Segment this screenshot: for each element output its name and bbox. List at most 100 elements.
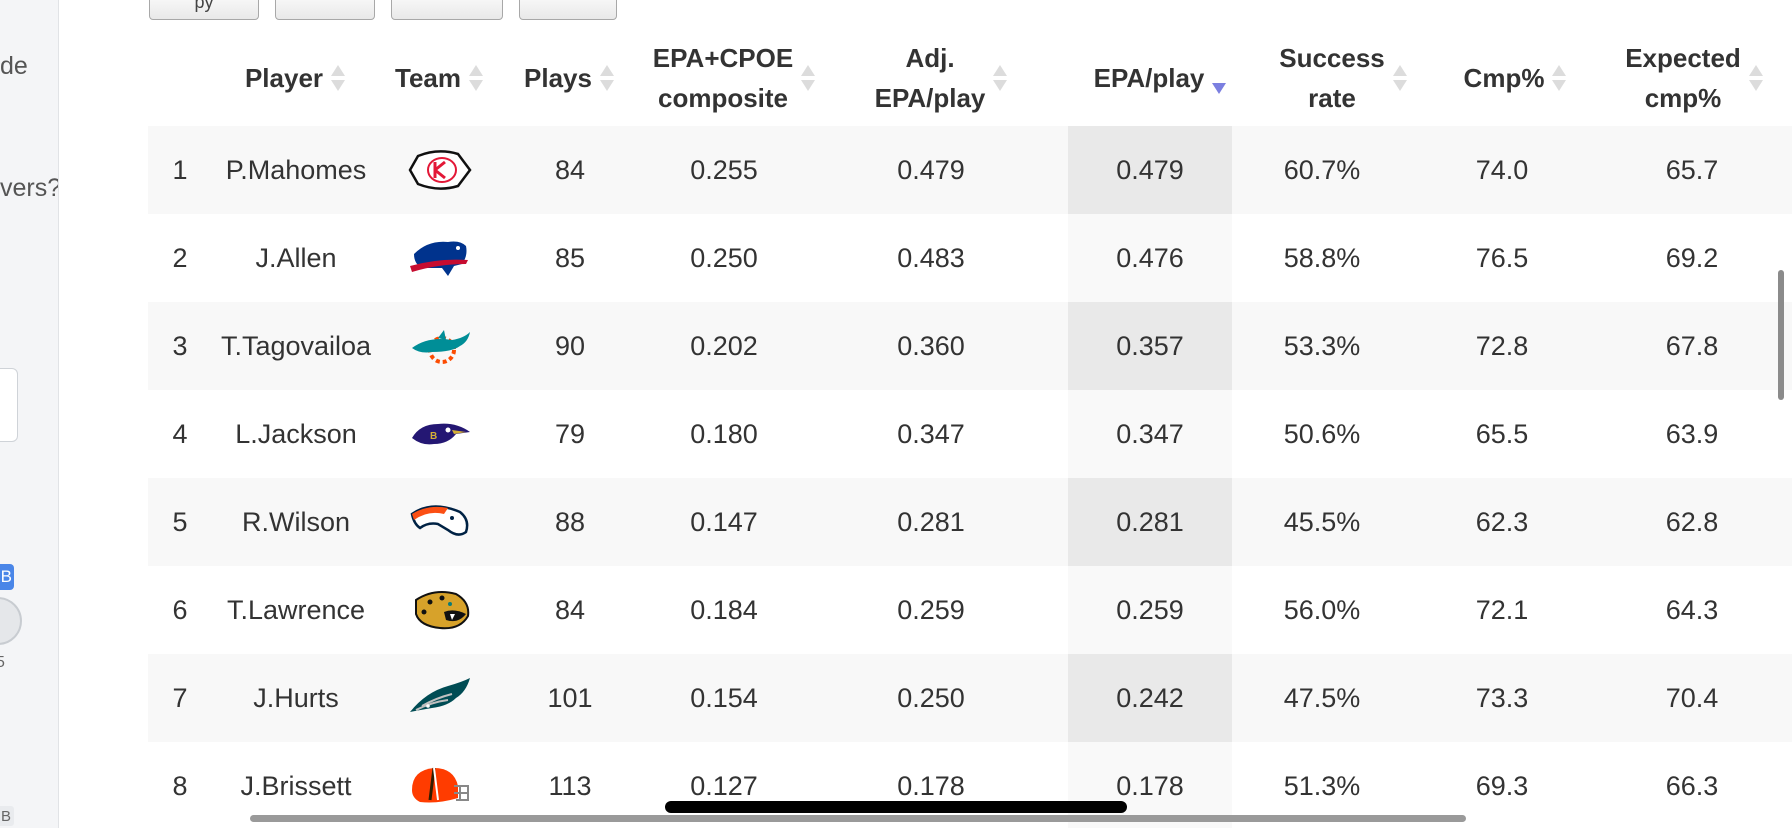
header-plays-label: Plays — [524, 63, 592, 93]
header-epa-play[interactable]: EPA/play — [1068, 30, 1254, 126]
epa-play-cell: 0.242 — [1068, 654, 1232, 742]
sort-descending-icon — [1210, 63, 1228, 94]
chiefs-logo-icon — [408, 148, 472, 192]
header-success-rate[interactable]: Success rate — [1254, 30, 1434, 126]
epa-play-cell: 0.259 — [1068, 566, 1232, 654]
table-row[interactable]: 6 T.Lawrence 84 0.184 0.259 0.259 56.0% 72.1 64.… — [148, 566, 1792, 655]
table-row[interactable]: 2 J.Allen 85 0.250 0.483 0.476 58.8% 76.5 69.2 — [148, 214, 1792, 303]
cmp-cell: 69.3 — [1475, 770, 1529, 801]
header-team[interactable]: Team — [380, 30, 500, 126]
header-rank[interactable] — [148, 30, 212, 126]
player-name-cell: L.Jackson — [235, 418, 357, 449]
horizontal-scrollbar[interactable] — [250, 815, 1466, 822]
sort-arrows-icon — [329, 63, 347, 93]
header-composite-label: EPA+CPOE composite — [652, 43, 794, 113]
slider-handle[interactable] — [0, 597, 22, 645]
copy-button-fragment: py — [194, 0, 214, 12]
header-adj-epa-label: Adj. EPA/play — [874, 43, 986, 113]
header-cmp-label: Cmp% — [1463, 63, 1545, 93]
pdf-button[interactable] — [519, 0, 617, 20]
epa-play-cell: 0.357 — [1068, 302, 1232, 390]
epa-play-cell: 0.281 — [1068, 478, 1232, 566]
rank-cell: 4 — [172, 418, 188, 449]
header-team-label: Team — [395, 63, 461, 93]
header-adj-epa[interactable]: Adj. EPA/play — [830, 30, 1054, 126]
table-row[interactable]: 3 T.Tagovailoa 90 0.202 0.360 0.357 53.3% 72.8 6… — [148, 302, 1792, 391]
adj-epa-cell: 0.347 — [897, 418, 965, 449]
sidebar-panel: de vers? B 5 B — [0, 0, 59, 828]
expected-cmp-cell: 67.8 — [1665, 330, 1719, 361]
success-rate-cell: 51.3% — [1283, 770, 1361, 801]
browns-logo-icon — [408, 764, 472, 808]
rank-cell: 7 — [172, 682, 188, 713]
csv-button[interactable] — [275, 0, 375, 20]
cmp-cell: 72.8 — [1475, 330, 1529, 361]
player-name-cell: J.Allen — [255, 242, 337, 273]
eagles-logo-icon — [408, 676, 472, 720]
header-expected-label: Expected cmp% — [1625, 43, 1741, 113]
expected-cmp-cell: 64.3 — [1665, 594, 1719, 625]
epa-play-cell: 0.347 — [1068, 390, 1232, 478]
sidebar-input[interactable] — [0, 368, 18, 442]
rank-cell: 1 — [172, 154, 188, 185]
sort-arrows-icon — [1391, 63, 1409, 93]
table-header: Player Team Plays EPA+CPOE composite Adj.… — [148, 30, 1792, 128]
cmp-cell: 76.5 — [1475, 242, 1529, 273]
slider-value-badge: B — [0, 564, 14, 590]
success-rate-cell: 53.3% — [1283, 330, 1361, 361]
plays-cell: 113 — [548, 770, 592, 801]
cmp-cell: 73.3 — [1475, 682, 1529, 713]
success-rate-cell: 50.6% — [1283, 418, 1361, 449]
table-row[interactable]: 7 J.Hurts 101 0.154 0.250 0.242 47.5% 73.3 70.4 — [148, 654, 1792, 743]
broncos-logo-icon — [408, 500, 472, 544]
composite-cell: 0.180 — [690, 418, 758, 449]
success-rate-cell: 56.0% — [1283, 594, 1361, 625]
header-expected-cmp[interactable]: Expected cmp% — [1598, 30, 1792, 126]
composite-cell: 0.147 — [690, 506, 758, 537]
epa-play-cell: 0.479 — [1068, 126, 1232, 214]
slider-min-label: B — [0, 806, 14, 826]
player-name-cell: R.Wilson — [241, 506, 350, 537]
excel-button[interactable] — [391, 0, 503, 20]
table-row[interactable]: 1 P.Mahomes 84 0.255 0.479 0.479 60.7% 74.0 65.7 — [148, 126, 1792, 215]
expected-cmp-cell: 70.4 — [1665, 682, 1719, 713]
composite-cell: 0.127 — [690, 770, 758, 801]
header-plays[interactable]: Plays — [500, 30, 640, 126]
team-logo-cell — [380, 214, 500, 302]
composite-cell: 0.154 — [690, 682, 758, 713]
team-logo-cell — [380, 742, 500, 828]
rank-cell: 8 — [172, 770, 188, 801]
table-row[interactable]: 8 J.Brissett 113 0.127 0.178 0.178 51.3% 69.3 66… — [148, 742, 1792, 828]
sort-arrows-icon — [1550, 63, 1568, 93]
cmp-cell: 72.1 — [1475, 594, 1529, 625]
jaguars-logo-icon — [408, 588, 472, 632]
header-cmp[interactable]: Cmp% — [1434, 30, 1598, 126]
team-logo-cell — [380, 566, 500, 654]
adj-epa-cell: 0.250 — [897, 682, 965, 713]
header-composite[interactable]: EPA+CPOE composite — [640, 30, 830, 126]
composite-cell: 0.255 — [690, 154, 758, 185]
success-rate-cell: 47.5% — [1283, 682, 1361, 713]
composite-cell: 0.250 — [690, 242, 758, 273]
ravens-logo-icon: B — [408, 412, 472, 456]
plays-cell: 88 — [554, 506, 586, 537]
vertical-scrollbar[interactable] — [1778, 270, 1784, 400]
cmp-cell: 65.5 — [1475, 418, 1529, 449]
header-epa-play-label: EPA/play — [1093, 63, 1205, 93]
table-row[interactable]: 5 R.Wilson 88 0.147 0.281 0.281 45.5% 62.3 62.8 — [148, 478, 1792, 567]
cmp-cell: 62.3 — [1475, 506, 1529, 537]
dolphins-logo-icon — [408, 324, 472, 368]
rank-cell: 3 — [172, 330, 188, 361]
slider-tick-label: 5 — [0, 654, 5, 672]
adj-epa-cell: 0.178 — [897, 770, 965, 801]
sort-arrows-icon — [991, 63, 1009, 93]
composite-cell: 0.202 — [690, 330, 758, 361]
sort-arrows-icon — [1747, 63, 1765, 93]
copy-button[interactable]: py — [149, 0, 259, 20]
bills-logo-icon — [408, 236, 472, 280]
adj-epa-cell: 0.281 — [897, 506, 965, 537]
team-logo-cell — [380, 302, 500, 390]
table-row[interactable]: 4 L.Jackson B 79 0.180 0.347 0.347 50.6% 65.5 63.… — [148, 390, 1792, 479]
sidebar-text-fragment: de — [0, 52, 28, 80]
header-player[interactable]: Player — [212, 30, 380, 126]
